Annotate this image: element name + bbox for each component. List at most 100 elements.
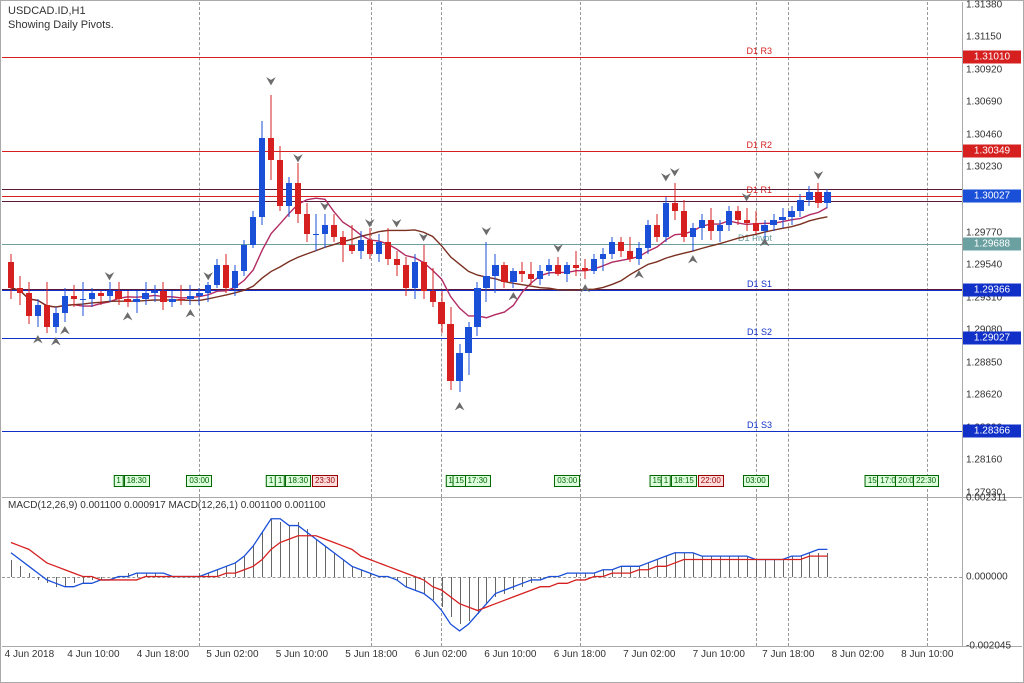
macd-hist-bar xyxy=(729,556,730,576)
macd-hist-bar xyxy=(711,556,712,576)
vgrid xyxy=(927,2,928,497)
macd-hist-bar xyxy=(253,546,254,577)
candle xyxy=(824,2,830,497)
fractal-arrow-down: ⮟ xyxy=(105,272,115,280)
candle xyxy=(573,2,579,497)
price-chart[interactable]: USDCAD.ID,H1 Showing Daily Pivots. D1 R3… xyxy=(2,2,963,498)
candle xyxy=(779,2,785,497)
fractal-arrow-down: ⮟ xyxy=(320,201,330,209)
fractal-arrow-down: ⮟ xyxy=(813,170,823,178)
candle xyxy=(501,2,507,497)
macd-hist-bar xyxy=(801,556,802,576)
candle xyxy=(430,2,436,497)
macd-hist-bar xyxy=(756,560,757,577)
macd-hist-bar xyxy=(720,556,721,576)
macd-hist-bar xyxy=(783,560,784,577)
macd-hist-bar xyxy=(531,577,532,584)
macd-hist-bar xyxy=(442,577,443,608)
macd-hist-bar xyxy=(809,553,810,577)
candle xyxy=(358,2,364,497)
fractal-arrow-down: ⮟ xyxy=(266,77,276,85)
price-tick: 1.30690 xyxy=(966,97,1002,108)
candle xyxy=(717,2,723,497)
macd-hist-bar xyxy=(433,577,434,601)
macd-hist-bar xyxy=(11,560,12,577)
macd-hist-bar xyxy=(774,560,775,577)
candle xyxy=(564,2,570,497)
time-tick: 6 Jun 10:00 xyxy=(484,649,536,660)
candle xyxy=(196,2,202,497)
price-tick: 1.31380 xyxy=(966,0,1002,10)
candle xyxy=(627,2,633,497)
vgrid xyxy=(441,498,442,646)
macd-hist-bar xyxy=(262,532,263,576)
candle xyxy=(62,2,68,497)
price-tick: 1.28160 xyxy=(966,455,1002,466)
candle xyxy=(277,2,283,497)
price-tick: 1.29540 xyxy=(966,260,1002,271)
candle xyxy=(385,2,391,497)
candle xyxy=(546,2,552,497)
macd-hist-bar xyxy=(101,577,102,580)
macd-hist-bar xyxy=(361,570,362,577)
candle xyxy=(681,2,687,497)
macd-hist-bar xyxy=(486,577,487,604)
candle xyxy=(421,2,427,497)
macd-hist-bar xyxy=(818,553,819,577)
candle xyxy=(151,2,157,497)
candle xyxy=(735,2,741,497)
macd-hist-bar xyxy=(765,560,766,577)
macd-chart[interactable]: MACD(12,26,9) 0.001100 0.000917 MACD(12,… xyxy=(2,498,963,647)
macd-hist-bar xyxy=(675,553,676,577)
macd-hist-bar xyxy=(684,553,685,577)
macd-hist-bar xyxy=(370,573,371,576)
macd-hist-bar xyxy=(83,577,84,584)
macd-hist-bar xyxy=(244,556,245,576)
macd-hist-bar xyxy=(424,577,425,594)
candle xyxy=(80,2,86,497)
candle xyxy=(744,2,750,497)
candle xyxy=(286,2,292,497)
candle xyxy=(645,2,651,497)
candle xyxy=(699,2,705,497)
fractal-arrow-up: ⮝ xyxy=(688,255,698,263)
candle xyxy=(26,2,32,497)
macd-hist-bar xyxy=(639,566,640,576)
candle xyxy=(761,2,767,497)
candle xyxy=(17,2,23,497)
candle xyxy=(187,2,193,497)
macd-hist-bar xyxy=(666,556,667,576)
candle xyxy=(98,2,104,497)
candle xyxy=(35,2,41,497)
macd-hist-bar xyxy=(47,577,48,584)
last-price-tag: 1.30027 xyxy=(963,190,1021,203)
candle xyxy=(412,2,418,497)
vgrid xyxy=(580,498,581,646)
macd-hist-bar xyxy=(65,577,66,587)
candle xyxy=(295,2,301,497)
candle xyxy=(438,2,444,497)
macd-hist-bar xyxy=(478,577,479,614)
macd-hist-bar xyxy=(469,577,470,621)
macd-hist-bar xyxy=(289,526,290,577)
pivot-tag-S2: 1.29027 xyxy=(963,331,1021,344)
macd-hist-bar xyxy=(343,560,344,577)
time-tick: 7 Jun 02:00 xyxy=(623,649,675,660)
candle xyxy=(483,2,489,497)
time-tick: 7 Jun 18:00 xyxy=(762,649,814,660)
macd-zero-line xyxy=(2,577,962,578)
macd-hist-bar xyxy=(235,563,236,577)
candle xyxy=(654,2,660,497)
candle xyxy=(456,2,462,497)
macd-hist-bar xyxy=(271,519,272,577)
candle xyxy=(340,2,346,497)
candle xyxy=(708,2,714,497)
macd-hist-bar xyxy=(630,566,631,576)
fractal-arrow-down: ⮟ xyxy=(553,244,563,252)
macd-hist-bar xyxy=(585,573,586,576)
candle xyxy=(115,2,121,497)
time-tick: 4 Jun 10:00 xyxy=(67,649,119,660)
time-tick: 6 Jun 02:00 xyxy=(415,649,467,660)
time-tick: 4 Jun 18:00 xyxy=(137,649,189,660)
macd-hist-bar xyxy=(612,570,613,577)
